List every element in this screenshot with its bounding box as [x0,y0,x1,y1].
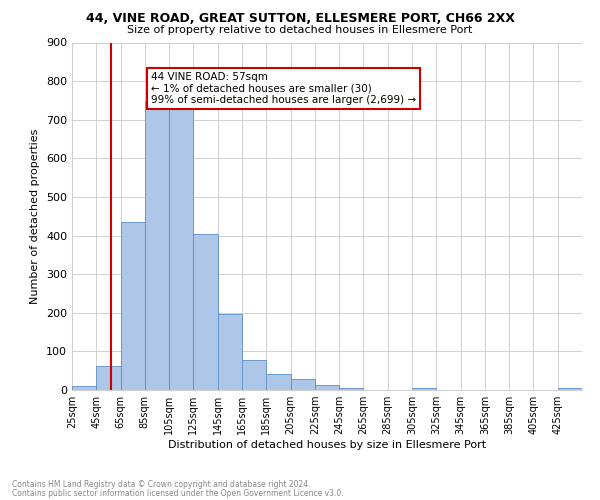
Y-axis label: Number of detached properties: Number of detached properties [31,128,40,304]
Bar [558,388,582,390]
Bar [290,379,315,390]
Text: Contains public sector information licensed under the Open Government Licence v3: Contains public sector information licen… [12,488,344,498]
Bar [315,386,339,390]
Bar [242,360,266,390]
Bar [193,234,218,390]
Bar [339,388,364,390]
Bar [72,386,96,390]
Text: 44, VINE ROAD, GREAT SUTTON, ELLESMERE PORT, CH66 2XX: 44, VINE ROAD, GREAT SUTTON, ELLESMERE P… [86,12,514,26]
Bar [96,366,121,390]
Text: Contains HM Land Registry data © Crown copyright and database right 2024.: Contains HM Land Registry data © Crown c… [12,480,311,489]
Bar [121,222,145,390]
Bar [412,388,436,390]
Bar [145,101,169,390]
Bar [218,314,242,390]
Text: 44 VINE ROAD: 57sqm
← 1% of detached houses are smaller (30)
99% of semi-detache: 44 VINE ROAD: 57sqm ← 1% of detached hou… [151,72,416,105]
Bar [266,374,290,390]
Text: Size of property relative to detached houses in Ellesmere Port: Size of property relative to detached ho… [127,25,473,35]
Bar [169,108,193,390]
X-axis label: Distribution of detached houses by size in Ellesmere Port: Distribution of detached houses by size … [168,440,486,450]
